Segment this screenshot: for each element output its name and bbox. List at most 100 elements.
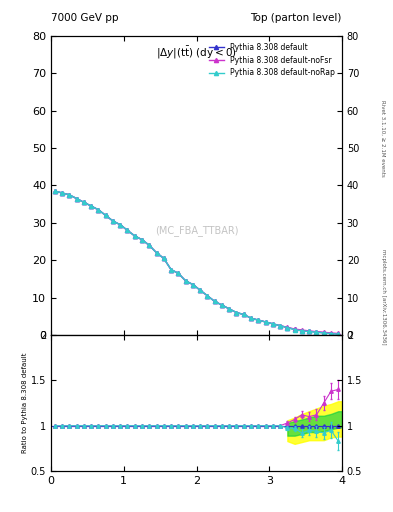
Text: Top (parton level): Top (parton level) <box>250 13 342 23</box>
Text: (MC_FBA_TTBAR): (MC_FBA_TTBAR) <box>155 225 238 236</box>
Pythia 8.308 default <box>176 270 181 276</box>
Pythia 8.308 default <box>263 319 268 325</box>
Pythia 8.308 default <box>321 330 326 336</box>
Pythia 8.308 default-noFsr <box>110 218 115 224</box>
Pythia 8.308 default-noRap <box>103 212 108 219</box>
Pythia 8.308 default-noFsr <box>162 255 166 262</box>
Pythia 8.308 default <box>292 326 297 332</box>
Pythia 8.308 default-noRap <box>52 188 57 194</box>
Pythia 8.308 default-noFsr <box>176 270 181 276</box>
Pythia 8.308 default <box>285 325 290 331</box>
Pythia 8.308 default-noFsr <box>140 237 144 243</box>
Text: mcplots.cern.ch [arXiv:1306.3436]: mcplots.cern.ch [arXiv:1306.3436] <box>381 249 386 345</box>
Pythia 8.308 default-noRap <box>285 325 290 331</box>
Pythia 8.308 default-noRap <box>234 310 239 316</box>
Pythia 8.308 default-noFsr <box>60 190 64 196</box>
Pythia 8.308 default-noFsr <box>336 330 341 336</box>
Pythia 8.308 default-noFsr <box>278 323 283 329</box>
Pythia 8.308 default-noRap <box>110 218 115 224</box>
Pythia 8.308 default-noRap <box>81 199 86 205</box>
Pythia 8.308 default-noRap <box>89 203 94 209</box>
Pythia 8.308 default-noRap <box>132 233 137 239</box>
Pythia 8.308 default <box>299 328 304 334</box>
Pythia 8.308 default-noRap <box>329 331 333 337</box>
Pythia 8.308 default-noFsr <box>212 298 217 305</box>
Pythia 8.308 default <box>169 267 173 273</box>
Pythia 8.308 default <box>96 207 101 213</box>
Pythia 8.308 default-noFsr <box>132 233 137 239</box>
Pythia 8.308 default <box>183 278 188 284</box>
Pythia 8.308 default-noRap <box>336 331 341 337</box>
Pythia 8.308 default-noFsr <box>270 321 275 327</box>
Pythia 8.308 default <box>52 188 57 194</box>
Pythia 8.308 default-noFsr <box>241 311 246 317</box>
Pythia 8.308 default-noFsr <box>154 250 159 256</box>
Pythia 8.308 default-noRap <box>96 207 101 213</box>
Pythia 8.308 default <box>336 331 341 337</box>
Pythia 8.308 default-noRap <box>241 311 246 317</box>
Pythia 8.308 default-noFsr <box>191 282 195 288</box>
Pythia 8.308 default <box>212 298 217 305</box>
Pythia 8.308 default-noRap <box>205 293 210 299</box>
Pythia 8.308 default <box>81 199 86 205</box>
Pythia 8.308 default-noFsr <box>74 196 79 202</box>
Pythia 8.308 default-noFsr <box>292 326 297 332</box>
Pythia 8.308 default <box>191 282 195 288</box>
Pythia 8.308 default-noRap <box>60 190 64 196</box>
Pythia 8.308 default-noFsr <box>321 329 326 335</box>
Pythia 8.308 default-noFsr <box>89 203 94 209</box>
Pythia 8.308 default-noRap <box>191 282 195 288</box>
Pythia 8.308 default-noRap <box>220 302 224 308</box>
Pythia 8.308 default-noRap <box>183 278 188 284</box>
Pythia 8.308 default <box>140 237 144 243</box>
Pythia 8.308 default-noFsr <box>81 199 86 205</box>
Pythia 8.308 default-noFsr <box>205 293 210 299</box>
Pythia 8.308 default <box>329 330 333 336</box>
Pythia 8.308 default-noFsr <box>234 310 239 316</box>
Pythia 8.308 default <box>198 287 202 293</box>
Pythia 8.308 default-noRap <box>169 267 173 273</box>
Pythia 8.308 default <box>234 310 239 316</box>
Pythia 8.308 default <box>60 190 64 196</box>
Pythia 8.308 default-noRap <box>198 287 202 293</box>
Pythia 8.308 default <box>314 329 319 335</box>
Pythia 8.308 default <box>132 233 137 239</box>
Pythia 8.308 default-noRap <box>292 327 297 333</box>
Pythia 8.308 default-noFsr <box>147 242 152 248</box>
Pythia 8.308 default <box>205 293 210 299</box>
Pythia 8.308 default-noFsr <box>249 315 253 322</box>
Pythia 8.308 default-noRap <box>147 242 152 248</box>
Pythia 8.308 default <box>110 218 115 224</box>
Y-axis label: Ratio to Pythia 8.308 default: Ratio to Pythia 8.308 default <box>22 353 28 453</box>
Pythia 8.308 default <box>125 227 130 233</box>
Pythia 8.308 default-noFsr <box>52 188 57 194</box>
Text: 7000 GeV pp: 7000 GeV pp <box>51 13 119 23</box>
Pythia 8.308 default <box>220 302 224 308</box>
Pythia 8.308 default-noFsr <box>67 191 72 198</box>
Pythia 8.308 default-noRap <box>212 298 217 305</box>
Pythia 8.308 default <box>256 317 261 323</box>
Pythia 8.308 default-noRap <box>314 329 319 335</box>
Pythia 8.308 default <box>241 311 246 317</box>
Pythia 8.308 default-noRap <box>263 319 268 325</box>
Line: Pythia 8.308 default-noFsr: Pythia 8.308 default-noFsr <box>53 189 340 335</box>
Pythia 8.308 default <box>227 306 231 312</box>
Pythia 8.308 default <box>270 321 275 327</box>
Pythia 8.308 default-noRap <box>299 328 304 334</box>
Pythia 8.308 default <box>249 315 253 322</box>
Pythia 8.308 default-noFsr <box>103 212 108 219</box>
Pythia 8.308 default-noFsr <box>307 328 312 334</box>
Pythia 8.308 default-noFsr <box>125 227 130 233</box>
Pythia 8.308 default-noRap <box>321 330 326 336</box>
Pythia 8.308 default-noFsr <box>227 306 231 312</box>
Pythia 8.308 default-noFsr <box>299 327 304 333</box>
Pythia 8.308 default-noRap <box>125 227 130 233</box>
Pythia 8.308 default-noRap <box>249 315 253 322</box>
Pythia 8.308 default-noRap <box>270 321 275 327</box>
Line: Pythia 8.308 default: Pythia 8.308 default <box>53 189 340 336</box>
Pythia 8.308 default <box>162 255 166 262</box>
Pythia 8.308 default-noFsr <box>118 222 123 228</box>
Pythia 8.308 default-noRap <box>278 323 283 329</box>
Pythia 8.308 default <box>307 328 312 334</box>
Pythia 8.308 default-noFsr <box>285 324 290 330</box>
